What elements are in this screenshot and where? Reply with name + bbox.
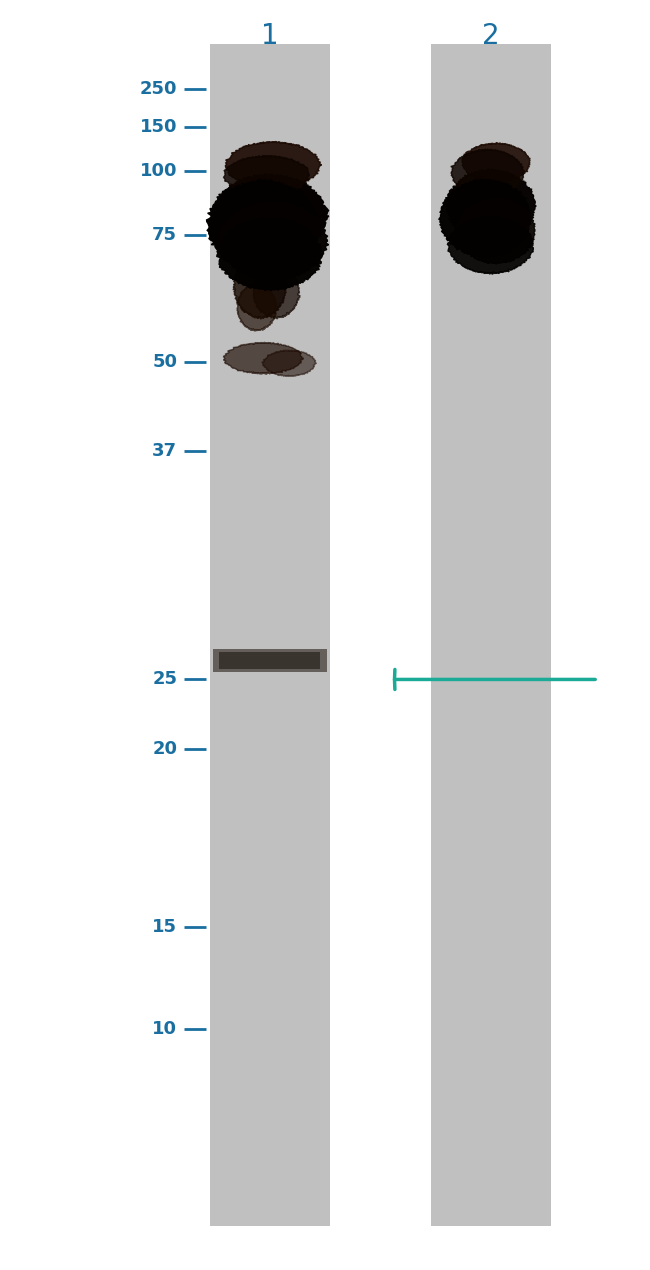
- Bar: [430, 44, 551, 1226]
- Polygon shape: [447, 216, 534, 274]
- Text: 25: 25: [152, 671, 177, 688]
- Text: 15: 15: [152, 918, 177, 936]
- Polygon shape: [262, 351, 317, 377]
- Polygon shape: [219, 201, 329, 281]
- Polygon shape: [253, 265, 300, 319]
- Polygon shape: [456, 198, 535, 264]
- Text: 1: 1: [261, 22, 279, 50]
- Bar: [220, 652, 320, 669]
- Polygon shape: [226, 141, 322, 189]
- Bar: [209, 44, 330, 1226]
- Polygon shape: [462, 142, 530, 183]
- Polygon shape: [439, 179, 531, 258]
- Polygon shape: [207, 179, 320, 272]
- Polygon shape: [445, 169, 536, 243]
- Polygon shape: [224, 342, 304, 375]
- Text: 150: 150: [140, 118, 177, 136]
- Polygon shape: [224, 155, 309, 196]
- Polygon shape: [451, 149, 525, 197]
- Text: 75: 75: [152, 226, 177, 244]
- Text: 20: 20: [152, 740, 177, 758]
- Text: 250: 250: [140, 80, 177, 98]
- Text: 10: 10: [152, 1020, 177, 1038]
- Polygon shape: [233, 253, 287, 319]
- Text: 100: 100: [140, 163, 177, 180]
- Polygon shape: [217, 217, 322, 291]
- Text: 2: 2: [482, 22, 500, 50]
- Text: 37: 37: [152, 442, 177, 460]
- Polygon shape: [237, 283, 277, 331]
- Bar: [213, 649, 326, 672]
- Polygon shape: [211, 174, 329, 258]
- Text: 50: 50: [152, 353, 177, 371]
